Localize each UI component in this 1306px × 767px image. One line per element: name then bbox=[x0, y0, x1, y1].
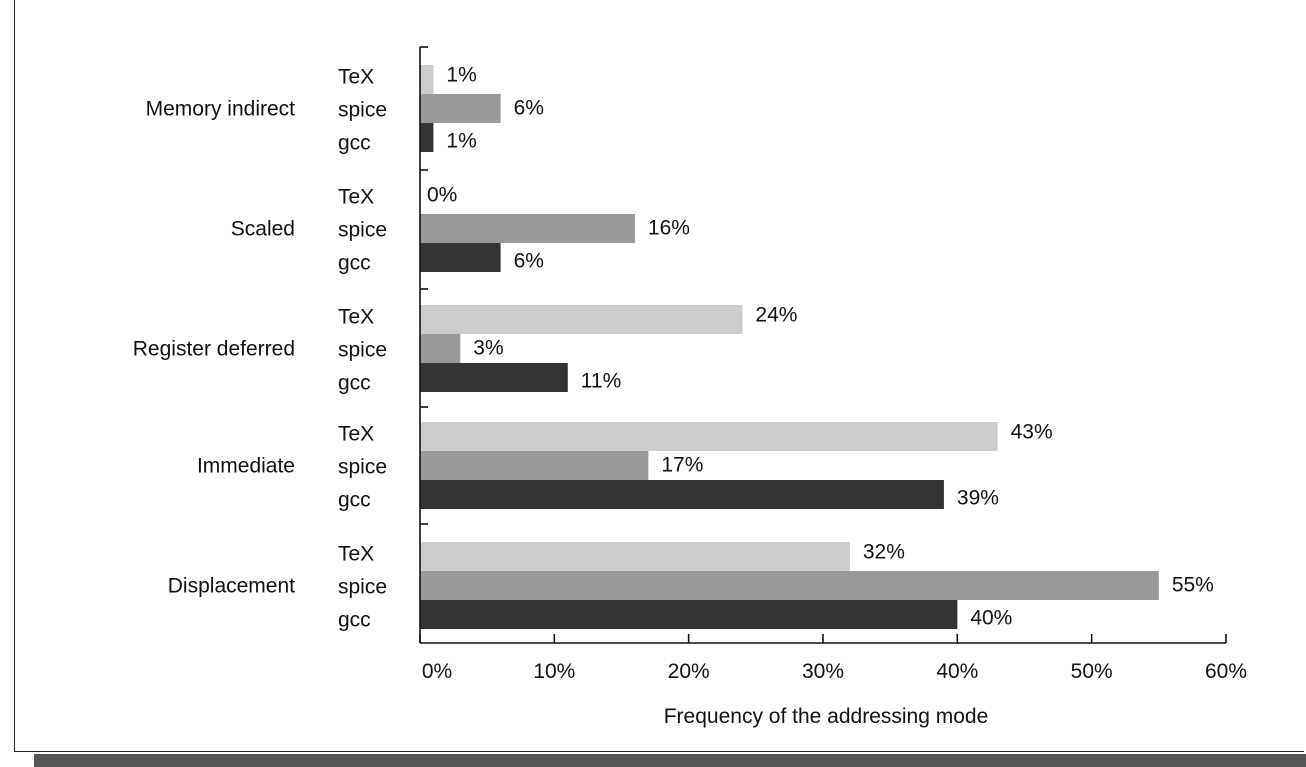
data-label: 16% bbox=[648, 217, 690, 240]
x-tick-label: 10% bbox=[533, 660, 575, 683]
bar-gcc bbox=[420, 480, 944, 509]
bar-tex bbox=[420, 542, 850, 571]
series-label-tex: TeX bbox=[338, 306, 374, 329]
data-label: 39% bbox=[957, 487, 999, 510]
bar-spice bbox=[420, 334, 461, 363]
bar-tex bbox=[420, 422, 998, 451]
data-label: 32% bbox=[863, 541, 905, 564]
category-labels: Memory indirect Scaled Register deferred Im… bbox=[133, 98, 295, 598]
x-ticks: 0% 10% 20% 30% 40% 50% 60% bbox=[419, 46, 1247, 683]
category-label: Immediate bbox=[197, 455, 295, 478]
x-tick-label: 40% bbox=[936, 660, 978, 683]
data-label: 55% bbox=[1172, 574, 1214, 597]
bar-gcc bbox=[420, 600, 958, 629]
data-label: 6% bbox=[514, 97, 544, 120]
data-label: 17% bbox=[661, 454, 703, 477]
x-axis-title: Frequency of the addressing mode bbox=[664, 705, 989, 728]
bar-gcc bbox=[420, 363, 568, 392]
category-label: Memory indirect bbox=[146, 98, 296, 121]
series-label-spice: spice bbox=[338, 456, 387, 479]
series-label-gcc: gcc bbox=[338, 609, 371, 632]
data-label: 0% bbox=[427, 184, 457, 207]
bars bbox=[420, 65, 1159, 629]
data-label: 24% bbox=[755, 304, 797, 327]
series-label-gcc: gcc bbox=[338, 372, 371, 395]
series-label-spice: spice bbox=[338, 339, 387, 362]
category-label: Register deferred bbox=[133, 338, 295, 361]
bar-spice bbox=[420, 571, 1159, 600]
data-labels: 1% 6% 1% 0% 16% 6% 24% 3% 11% 43% 17% 39% 32% 55% 40% bbox=[427, 64, 1214, 630]
data-label: 1% bbox=[446, 64, 476, 87]
series-label-tex: TeX bbox=[338, 66, 374, 89]
bar-gcc bbox=[420, 243, 501, 272]
x-tick-label: 60% bbox=[1205, 660, 1247, 683]
category-label: Displacement bbox=[168, 575, 295, 598]
bar-spice bbox=[420, 214, 635, 243]
data-label: 3% bbox=[473, 337, 503, 360]
series-labels: TeX spice gcc TeX spice gcc TeX spice gcc TeX spic… bbox=[338, 66, 387, 632]
x-tick-label: 20% bbox=[668, 660, 710, 683]
frame-shadow bbox=[34, 754, 1306, 767]
series-label-tex: TeX bbox=[338, 543, 374, 566]
category-label: Scaled bbox=[231, 218, 295, 241]
series-label-spice: spice bbox=[338, 99, 387, 122]
series-label-tex: TeX bbox=[338, 186, 374, 209]
bar-spice bbox=[420, 94, 501, 123]
bar-tex bbox=[420, 305, 743, 334]
data-label: 40% bbox=[970, 607, 1012, 630]
x-tick-label: 0% bbox=[422, 660, 452, 683]
data-label: 6% bbox=[514, 250, 544, 273]
series-label-spice: spice bbox=[338, 576, 387, 599]
bar-tex bbox=[420, 65, 434, 94]
data-label: 43% bbox=[1011, 421, 1053, 444]
x-tick-label: 50% bbox=[1071, 660, 1113, 683]
series-label-gcc: gcc bbox=[338, 252, 371, 275]
series-label-spice: spice bbox=[338, 219, 387, 242]
series-label-tex: TeX bbox=[338, 423, 374, 446]
series-label-gcc: gcc bbox=[338, 132, 371, 155]
series-label-gcc: gcc bbox=[338, 489, 371, 512]
data-label: 11% bbox=[581, 370, 621, 393]
bar-spice bbox=[420, 451, 649, 480]
bar-gcc bbox=[420, 123, 434, 152]
data-label: 1% bbox=[446, 130, 476, 153]
x-tick-label: 30% bbox=[802, 660, 844, 683]
